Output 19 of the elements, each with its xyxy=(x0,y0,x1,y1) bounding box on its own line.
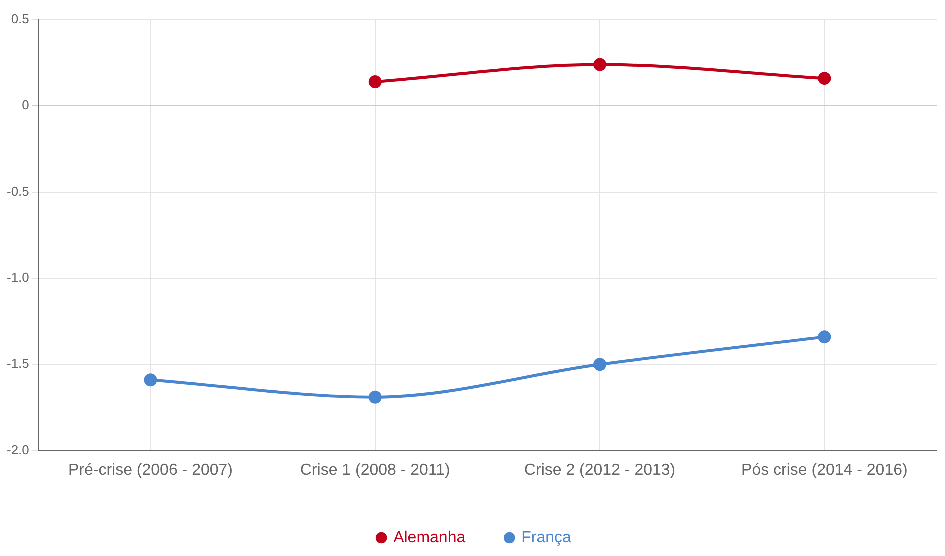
point xyxy=(594,358,607,372)
y-tick-label: -2.0 xyxy=(6,442,30,458)
x-tick-label: Crise 1 (2008 - 2011) xyxy=(300,462,450,479)
x-tick-label: Pré-crise (2006 - 2007) xyxy=(68,462,233,479)
legend-label: Alemanha xyxy=(394,529,466,546)
x-tick-label: Crise 2 (2012 - 2013) xyxy=(524,462,676,479)
y-tick-label: 0 xyxy=(22,98,30,113)
y-tick-label: -0.5 xyxy=(6,184,30,199)
point xyxy=(818,72,832,86)
y-tick-label: -1.5 xyxy=(6,356,30,372)
y-tick-label: -1.0 xyxy=(6,270,30,286)
legend-label: França xyxy=(522,529,572,546)
point xyxy=(144,374,158,387)
point xyxy=(818,330,832,344)
point xyxy=(368,390,382,404)
point xyxy=(368,76,382,89)
point xyxy=(594,58,607,72)
x-tick-label: Pós crise (2014 - 2016) xyxy=(742,462,908,479)
y-tick-label: 0.5 xyxy=(11,12,30,27)
